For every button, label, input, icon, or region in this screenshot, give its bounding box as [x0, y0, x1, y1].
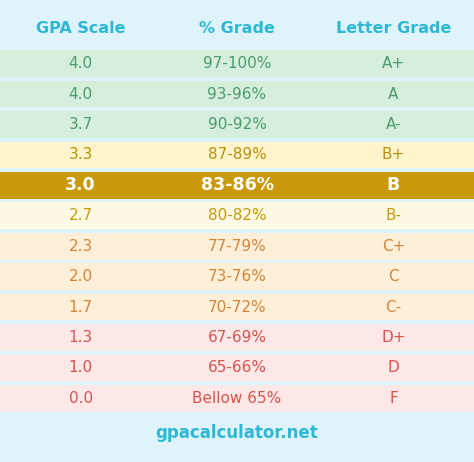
Text: 70-72%: 70-72%: [208, 299, 266, 315]
Bar: [0, 263, 474, 290]
Text: C: C: [388, 269, 399, 284]
Text: 73-76%: 73-76%: [208, 269, 266, 284]
Text: 2.0: 2.0: [69, 269, 92, 284]
Text: 4.0: 4.0: [69, 56, 92, 71]
Text: Letter Grade: Letter Grade: [336, 21, 451, 36]
Text: C+: C+: [382, 239, 405, 254]
Text: B+: B+: [382, 147, 405, 163]
Bar: [0, 354, 474, 381]
Text: 97-100%: 97-100%: [203, 56, 271, 71]
Text: 83-86%: 83-86%: [201, 176, 273, 195]
Text: 67-69%: 67-69%: [208, 330, 266, 345]
Text: GPA Scale: GPA Scale: [36, 21, 125, 36]
Bar: [0, 50, 474, 77]
Bar: [0, 385, 474, 412]
Text: 0.0: 0.0: [69, 391, 92, 406]
Text: 4.0: 4.0: [69, 87, 92, 102]
Text: F: F: [389, 391, 398, 406]
Text: 1.7: 1.7: [69, 299, 92, 315]
Text: A: A: [388, 87, 399, 102]
Text: 80-82%: 80-82%: [208, 208, 266, 223]
Bar: [0, 81, 474, 108]
Text: 87-89%: 87-89%: [208, 147, 266, 163]
Text: D: D: [388, 360, 399, 375]
Bar: [0, 202, 474, 229]
Text: Bellow 65%: Bellow 65%: [192, 391, 282, 406]
Text: 93-96%: 93-96%: [208, 87, 266, 102]
Text: 1.0: 1.0: [69, 360, 92, 375]
Text: 3.3: 3.3: [68, 147, 93, 163]
Text: C-: C-: [385, 299, 401, 315]
Bar: [0, 141, 474, 168]
Text: 3.0: 3.0: [65, 176, 96, 195]
Text: B-: B-: [385, 208, 401, 223]
Text: A-: A-: [386, 117, 401, 132]
Bar: [0, 172, 474, 199]
Text: gpacalculator.net: gpacalculator.net: [155, 424, 319, 442]
Bar: [0, 233, 474, 260]
Text: A+: A+: [382, 56, 405, 71]
Bar: [0, 294, 474, 321]
Text: 90-92%: 90-92%: [208, 117, 266, 132]
Text: 65-66%: 65-66%: [208, 360, 266, 375]
Text: % Grade: % Grade: [199, 21, 275, 36]
Text: 77-79%: 77-79%: [208, 239, 266, 254]
Text: B: B: [387, 176, 400, 195]
Text: 2.3: 2.3: [68, 239, 93, 254]
Bar: [0, 111, 474, 138]
Text: D+: D+: [381, 330, 406, 345]
Text: 1.3: 1.3: [68, 330, 93, 345]
Bar: [0, 324, 474, 351]
Text: 3.7: 3.7: [68, 117, 93, 132]
Text: 2.7: 2.7: [69, 208, 92, 223]
